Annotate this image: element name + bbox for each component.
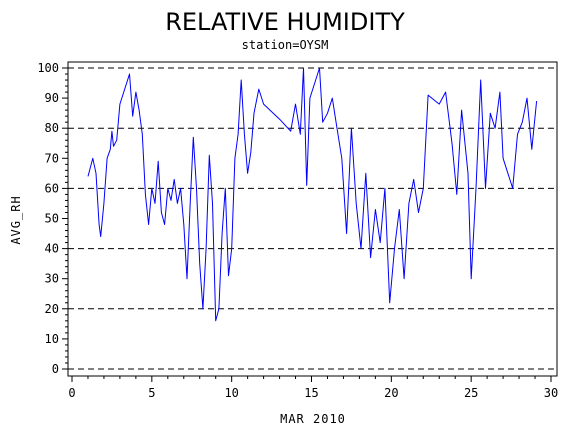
chart-title: RELATIVE HUMIDITY [165,8,405,36]
plot-frame [67,61,558,377]
y-tick-label-90: 90 [45,91,59,105]
x-tick-label-20: 20 [384,386,398,400]
x-tick-label-0: 0 [68,386,75,400]
y-tick-label-60: 60 [45,181,59,195]
x-tick-label-15: 15 [304,386,318,400]
y-tick-label-80: 80 [45,121,59,135]
y-axis-label: AVG_RH [9,195,23,244]
series-layer [87,67,538,322]
y-axis: 0 10 20 30 40 50 60 70 80 90 100 [37,61,68,376]
y-tick-label-20: 20 [45,302,59,316]
y-tick-label-100: 100 [37,61,59,75]
x-tick-label-30: 30 [544,386,558,400]
y-tick-label-30: 30 [45,272,59,286]
chart-subtitle: station=OYSM [242,38,329,52]
grid-lines [68,67,557,370]
y-tick-label-10: 10 [45,332,59,346]
x-tick-label-10: 10 [224,386,238,400]
y-tick-label-0: 0 [52,362,59,376]
x-tick-label-25: 25 [464,386,478,400]
y-tick-label-70: 70 [45,151,59,165]
x-axis-label: MAR 2010 [280,412,346,426]
series-line-0 [87,67,538,322]
y-tick-label-40: 40 [45,242,59,256]
x-axis: 0 5 10 15 20 25 30 [68,376,558,400]
y-tick-label-50: 50 [45,212,59,226]
x-tick-label-5: 5 [148,386,155,400]
